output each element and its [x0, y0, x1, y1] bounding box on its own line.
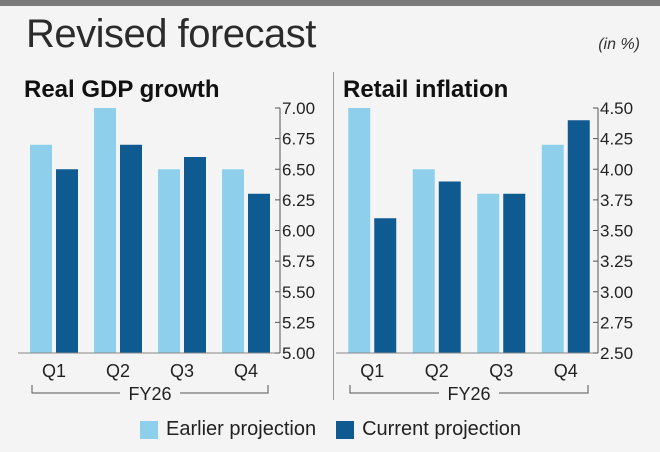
inflation-y-tick-label: 4.50: [600, 99, 633, 118]
inflation-y-tick-label: 2.75: [600, 313, 633, 332]
inflation-bar-q1-current: [374, 218, 396, 353]
inflation-chart: Q1 Q2 Q3 Q4 4.50 4.25 4.00 3.75 3.50 3.25 3.00 2.75…: [0, 0, 660, 410]
inflation-y-tick-label: 3.25: [600, 252, 633, 271]
legend-label-current: Current projection: [362, 418, 521, 441]
legend-swatch-current: [336, 421, 354, 439]
inflation-y-tick-label: 3.00: [600, 283, 633, 302]
inflation-y-tick-label: 3.75: [600, 191, 633, 210]
inflation-group-label: FY26: [447, 384, 490, 404]
inflation-y-tick-label: 2.50: [600, 344, 633, 363]
inflation-bar-q4-current: [568, 120, 590, 353]
inflation-y-tick-label: 3.50: [600, 222, 633, 241]
inflation-y-tick-label: 4.00: [600, 160, 633, 179]
inflation-y-tick-label: 4.25: [600, 130, 633, 149]
inflation-bar-q3-current: [503, 194, 525, 353]
legend-swatch-earlier: [140, 421, 158, 439]
inflation-bar-q1-earlier: [348, 108, 370, 353]
legend: Earlier projection Current projection: [140, 418, 541, 441]
inflation-category-label-q4: Q4: [554, 361, 578, 381]
inflation-bar-q3-earlier: [477, 194, 499, 353]
inflation-category-label-q1: Q1: [360, 361, 384, 381]
inflation-category-label-q2: Q2: [425, 361, 449, 381]
legend-label-earlier: Earlier projection: [166, 418, 316, 441]
inflation-bar-q4-earlier: [542, 145, 564, 353]
legend-item-earlier: Earlier projection: [140, 418, 316, 441]
inflation-bar-q2-earlier: [413, 169, 435, 353]
inflation-category-label-q3: Q3: [489, 361, 513, 381]
legend-item-current: Current projection: [336, 418, 521, 441]
inflation-bar-q2-current: [439, 182, 461, 354]
